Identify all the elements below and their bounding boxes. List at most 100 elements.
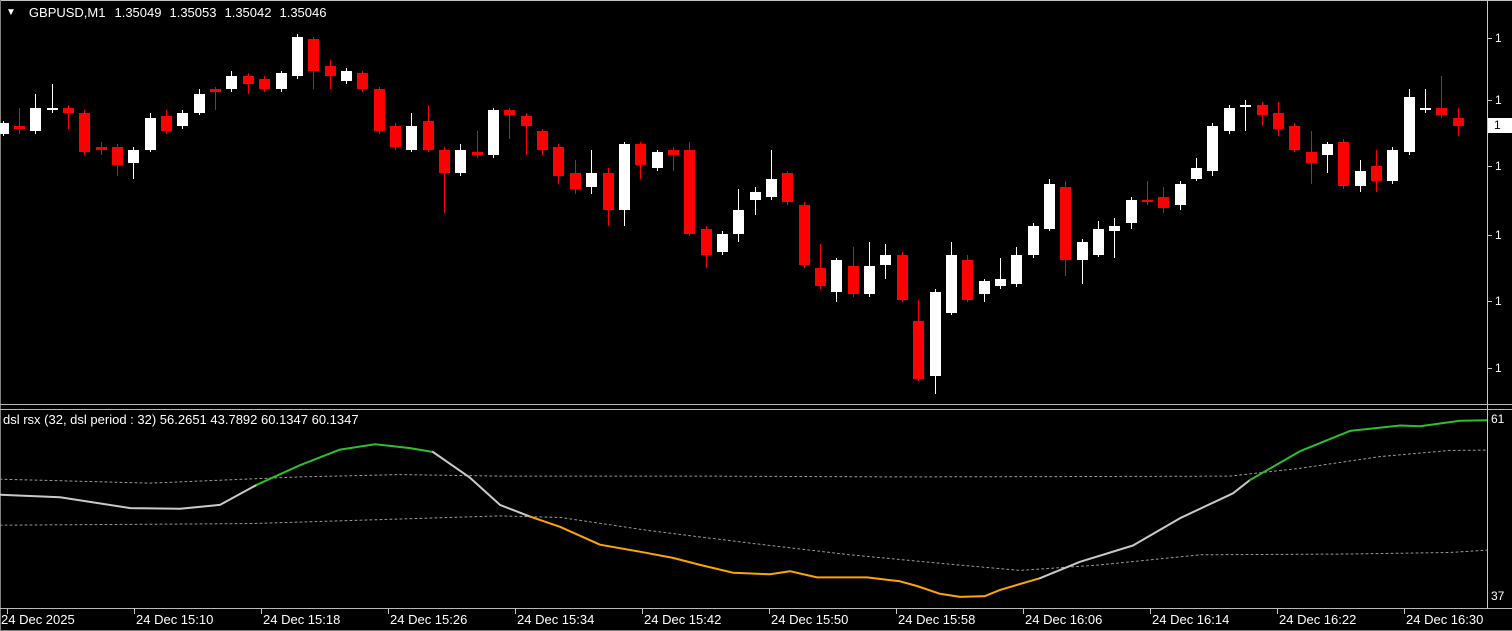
price-tick-label: 1 [1495,361,1502,375]
indicator-axis-top-label: 61 [1491,412,1505,426]
price-tick-label: 1 [1495,159,1502,173]
candle-body [95,147,107,150]
candle-body [324,65,336,76]
time-tick-label: 24 Dec 16:30 [1406,612,1484,627]
candle-body [1370,165,1382,182]
candle-body [520,115,532,126]
candle-wick [672,147,674,171]
dsl-down-level-line [0,515,1487,571]
price-tick-label: 1 [1495,31,1502,45]
candle-body [1305,152,1317,163]
symbol-period-label: GBPUSD,M1 [28,5,106,20]
rsx-line-neutral [432,451,531,518]
price-tick [1487,368,1492,369]
candle-body [1289,126,1301,150]
candle-body [259,78,271,90]
candle-body [1403,97,1415,153]
candle-body [700,228,712,255]
time-axis[interactable]: 24 Dec 2025 24 Dec 15:10 24 Dec 15:18 24 De… [0,609,1512,631]
close-value: 1.35046 [279,5,327,20]
candle-body [929,291,941,376]
candle-wick [444,147,445,213]
pane-separator-upper[interactable] [0,404,1512,405]
candle-body [749,191,761,200]
price-tick-label: 1 [1495,228,1502,242]
candle-body [1158,197,1170,208]
candle-body [1436,107,1448,116]
time-tick [261,609,262,614]
price-tick [1487,235,1492,236]
candle-body [1256,104,1268,116]
current-price-badge: 1 [1488,118,1512,133]
candle-body [1207,126,1219,171]
candle-body [1174,183,1186,205]
indicator-plot[interactable] [0,410,1487,607]
candlestick-chart-area[interactable] [0,28,1487,406]
time-tick-label: 24 Dec 15:34 [517,612,595,627]
candle-body [618,144,630,211]
candle-body [1191,168,1203,179]
candle-body [831,260,843,292]
candle-body [1272,112,1284,129]
candle-body [667,149,679,155]
time-tick-label: 24 Dec 15:26 [390,612,468,627]
time-tick [642,609,643,614]
candle-body [994,278,1006,287]
candle-body [291,36,303,76]
candle-body [1027,226,1039,255]
candle-wick [18,107,20,134]
time-tick [896,609,897,614]
time-tick-label: 24 Dec 2025 [1,612,75,627]
candle-body [1043,183,1055,229]
rsx-line-neutral [1039,479,1251,580]
candle-body [0,123,9,134]
chart-header: ▼ GBPUSD,M1 1.35049 1.35053 1.35042 1.35… [6,5,326,20]
candle-wick [476,131,478,158]
candle-body [716,233,728,253]
time-tick-label: 24 Dec 16:22 [1279,612,1357,627]
candle-body [1076,241,1088,261]
time-tick [769,609,770,614]
candle-body [1321,144,1333,155]
pane-separator-lower[interactable] [0,409,1512,410]
candle-wick [525,112,527,155]
candle-body [46,107,58,111]
price-tick-label: 1 [1495,93,1502,107]
price-tick-label: 1 [1495,294,1502,308]
candle-body [1354,170,1366,187]
time-tick-label: 24 Dec 16:06 [1025,612,1103,627]
symbol-dropdown-icon[interactable]: ▼ [6,7,16,18]
candle-body [1125,199,1137,224]
candle-body [1338,141,1350,187]
time-tick-label: 24 Dec 15:58 [898,612,976,627]
candle-body [340,70,352,82]
candle-wick [67,104,69,129]
candle-body [978,281,990,295]
candle-body [1240,104,1252,108]
indicator-label: dsl rsx (32, dsl period : 32) 56.2651 43… [3,412,359,427]
candle-body [880,254,892,266]
price-tick [1487,100,1492,101]
candle-wick [820,244,821,290]
candle-body [1142,199,1153,203]
candle-body [635,144,647,166]
high-value: 1.35053 [169,5,217,20]
candle-body [455,149,467,174]
candle-body [177,112,189,126]
time-axis-line [0,608,1512,609]
time-tick-label: 24 Dec 16:14 [1152,612,1230,627]
candle-wick [509,107,511,140]
price-axis[interactable] [1488,28,1512,404]
candle-body [357,73,369,90]
candle-body [651,152,663,169]
candle-body [161,115,172,132]
time-tick [515,609,516,614]
candle-body [62,107,74,113]
candle-wick [247,73,249,95]
candle-body [422,120,434,150]
candle-body [242,76,254,84]
rsx-line-neutral [0,483,258,510]
price-tick [1487,301,1492,302]
candle-body [1420,107,1431,111]
time-tick-label: 24 Dec 15:42 [644,612,722,627]
